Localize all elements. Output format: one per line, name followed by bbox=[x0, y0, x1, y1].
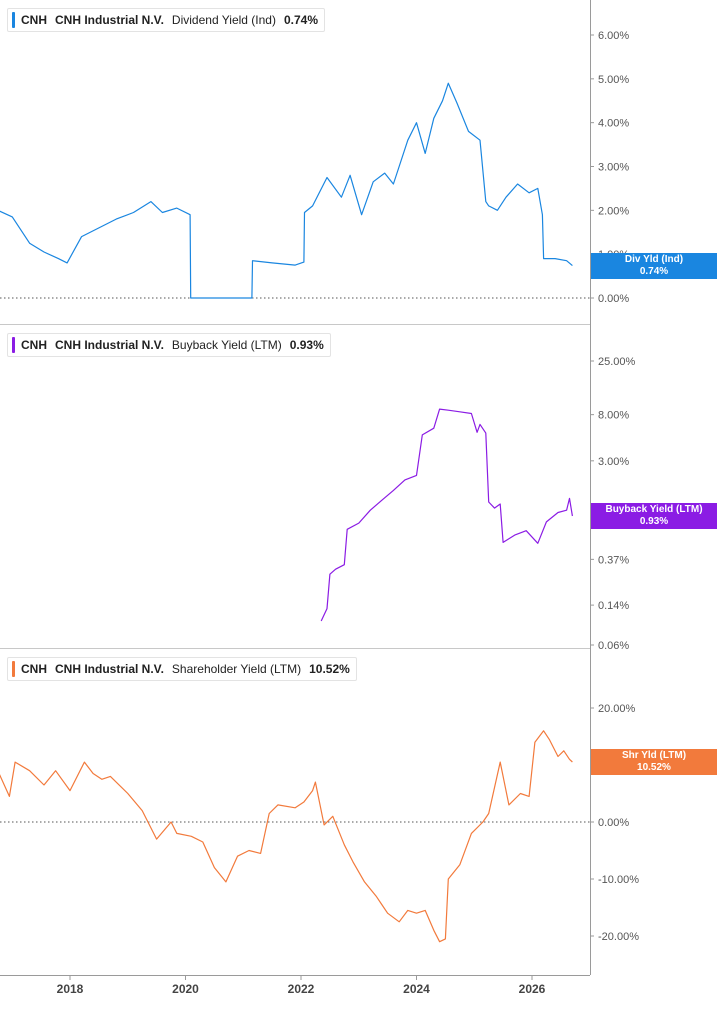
y-tick-label: 0.00% bbox=[598, 817, 629, 829]
y-tick-label: 3.00% bbox=[598, 456, 629, 468]
y-tick-label: 4.00% bbox=[598, 118, 629, 130]
value-tag-value: 0.93% bbox=[639, 516, 669, 527]
x-tick-label: 2026 bbox=[519, 982, 546, 996]
legend-box: CNH CNH Industrial N.V. Buyback Yield (LTM… bbox=[7, 333, 331, 357]
series-line-2 bbox=[320, 408, 573, 622]
y-tick-label: 8.00% bbox=[598, 410, 629, 422]
panel-1: 0.00%1.00%2.00%3.00%4.00%5.00%6.00% bbox=[0, 30, 629, 305]
y-tick-label: 3.00% bbox=[598, 162, 629, 174]
legend-value: 0.74% bbox=[283, 13, 319, 27]
value-tag-label: Shr Yld (LTM) bbox=[621, 750, 687, 761]
value-tag-value: 10.52% bbox=[637, 762, 671, 773]
legend-value: 0.93% bbox=[289, 338, 324, 352]
legend-swatch bbox=[12, 337, 15, 353]
legend-metric: Buyback Yield (LTM) bbox=[171, 338, 282, 352]
legend-ticker: CNH bbox=[21, 13, 47, 27]
y-tick-label: 5.00% bbox=[598, 74, 629, 86]
legend-ticker: CNH bbox=[21, 338, 47, 352]
x-tick-label: 2018 bbox=[57, 982, 84, 996]
legend-swatch bbox=[12, 661, 15, 677]
x-axis: 2018 2020 2022 2024 2026 bbox=[57, 975, 546, 996]
value-tag-value: 0.74% bbox=[639, 266, 669, 277]
series-line-1 bbox=[0, 82, 573, 299]
legend-metric: Dividend Yield (Ind) bbox=[171, 13, 276, 27]
y-tick-label: 25.00% bbox=[598, 356, 636, 368]
legend-company: CNH Industrial N.V. bbox=[55, 662, 164, 676]
value-tag-label: Div Yld (Ind) bbox=[624, 254, 684, 265]
value-tag: Shr Yld (LTM) 10.52% bbox=[591, 749, 717, 775]
value-tag-label: Buyback Yield (LTM) bbox=[605, 504, 703, 515]
x-tick-label: 2020 bbox=[172, 982, 199, 996]
y-tick-label: -10.00% bbox=[598, 874, 639, 886]
y-tick-label: 0.06% bbox=[598, 640, 629, 652]
legend-box: CNH CNH Industrial N.V. Dividend Yield (In… bbox=[7, 8, 326, 32]
legend-value: 10.52% bbox=[309, 662, 350, 676]
panel-2: 0.06% 0.14% 0.37% 3.00% 8.00% 25.00% bbox=[320, 356, 636, 652]
value-tag: Buyback Yield (LTM) 0.93% bbox=[591, 503, 717, 529]
series-line-3 bbox=[0, 730, 573, 943]
legend-box: CNH CNH Industrial N.V. Shareholder Yield … bbox=[7, 657, 357, 681]
y-tick-label: 6.00% bbox=[598, 30, 629, 42]
legend-swatch bbox=[12, 12, 15, 28]
legend-company: CNH Industrial N.V. bbox=[55, 13, 164, 27]
x-tick-label: 2022 bbox=[288, 982, 315, 996]
legend-metric: Shareholder Yield (LTM) bbox=[171, 662, 302, 676]
y-tick-label: 0.37% bbox=[598, 554, 629, 566]
value-tag: Div Yld (Ind) 0.74% bbox=[591, 253, 717, 279]
y-tick-label: 20.00% bbox=[598, 703, 636, 715]
panel-3: -20.00%-10.00%0.00%10.00%20.00% bbox=[0, 703, 639, 943]
y-tick-label: -20.00% bbox=[598, 931, 639, 943]
legend-company: CNH Industrial N.V. bbox=[55, 338, 164, 352]
x-tick-label: 2024 bbox=[403, 982, 430, 996]
y-tick-label: 2.00% bbox=[598, 205, 629, 217]
y-tick-label: 0.14% bbox=[598, 600, 629, 612]
legend-ticker: CNH bbox=[21, 662, 47, 676]
y-tick-label: 0.00% bbox=[598, 293, 629, 305]
